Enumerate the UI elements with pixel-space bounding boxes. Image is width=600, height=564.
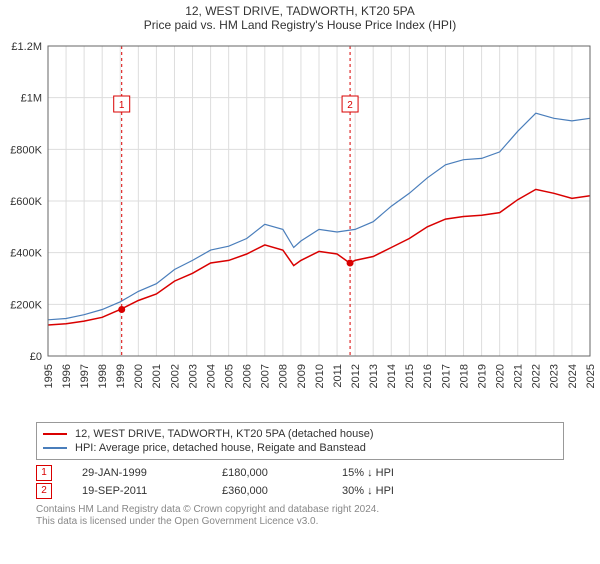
marker-badge: 1	[36, 465, 52, 481]
x-tick-label: 1997	[79, 364, 91, 388]
x-tick-label: 2007	[260, 364, 272, 388]
marker-row: 1 29-JAN-1999 £180,000 15% ↓ HPI	[36, 464, 564, 482]
x-tick-label: 2004	[205, 364, 217, 388]
legend-label: 12, WEST DRIVE, TADWORTH, KT20 5PA (deta…	[75, 427, 374, 441]
y-tick-label: £400K	[10, 248, 42, 260]
marker-date: 19-SEP-2011	[82, 482, 192, 500]
footer-line: This data is licensed under the Open Gov…	[36, 516, 564, 528]
sale-point	[118, 306, 125, 313]
x-tick-label: 2001	[151, 364, 163, 388]
chart-title: 12, WEST DRIVE, TADWORTH, KT20 5PA	[0, 4, 600, 18]
x-tick-label: 2019	[476, 364, 488, 388]
attribution-footer: Contains HM Land Registry data © Crown c…	[36, 504, 564, 528]
x-tick-label: 2013	[368, 364, 380, 388]
legend: 12, WEST DRIVE, TADWORTH, KT20 5PA (deta…	[36, 422, 564, 460]
x-tick-label: 2016	[422, 364, 434, 388]
x-tick-label: 2000	[133, 364, 145, 388]
legend-swatch	[43, 433, 67, 435]
x-tick-label: 2008	[278, 364, 290, 388]
x-tick-label: 2022	[531, 364, 543, 388]
y-tick-label: £800K	[10, 144, 42, 156]
x-tick-label: 2017	[440, 364, 452, 388]
chart-container: £0 £200K £400K £600K £800K £1M £1.2M 1995 1996 19…	[0, 36, 600, 416]
marker-row: 2 19-SEP-2011 £360,000 30% ↓ HPI	[36, 482, 564, 500]
marker-price: £180,000	[222, 464, 312, 482]
price-chart: £0 £200K £400K £600K £800K £1M £1.2M 1995 1996 19…	[0, 36, 600, 416]
chart-subtitle: Price paid vs. HM Land Registry's House …	[0, 18, 600, 32]
x-tick-label: 1999	[115, 364, 127, 388]
x-tick-label: 2018	[458, 364, 470, 388]
legend-label: HPI: Average price, detached house, Reig…	[75, 441, 366, 455]
y-tick-label: £1.2M	[11, 41, 42, 53]
x-tick-label: 2021	[513, 364, 525, 388]
x-tick-label: 2025	[585, 364, 597, 388]
y-tick-label: £200K	[10, 299, 42, 311]
marker-price: £360,000	[222, 482, 312, 500]
x-tick-label: 2023	[549, 364, 561, 388]
marker-delta: 15% ↓ HPI	[342, 464, 394, 482]
legend-item: HPI: Average price, detached house, Reig…	[43, 441, 557, 455]
sale-markers: 1 29-JAN-1999 £180,000 15% ↓ HPI 2 19-SEP-201…	[36, 464, 564, 500]
x-tick-label: 2012	[350, 364, 362, 388]
y-tick-label: £0	[30, 351, 42, 363]
marker-badge: 2	[36, 483, 52, 499]
x-tick-label: 2005	[224, 364, 236, 388]
x-tick-label: 2003	[187, 364, 199, 388]
x-tick-label: 2002	[169, 364, 181, 388]
marker-delta: 30% ↓ HPI	[342, 482, 394, 500]
y-tick-label: £1M	[21, 93, 42, 105]
svg-text:1: 1	[119, 100, 125, 111]
x-tick-label: 1996	[61, 364, 73, 388]
x-tick-label: 2010	[314, 364, 326, 388]
x-tick-label: 1995	[43, 364, 55, 388]
x-tick-label: 2009	[296, 364, 308, 388]
svg-text:2: 2	[347, 100, 353, 111]
x-tick-label: 2011	[332, 364, 344, 388]
sale-point	[347, 260, 354, 267]
legend-item: 12, WEST DRIVE, TADWORTH, KT20 5PA (deta…	[43, 427, 557, 441]
y-tick-label: £600K	[10, 196, 42, 208]
x-tick-label: 2020	[495, 364, 507, 388]
x-tick-label: 1998	[97, 364, 109, 388]
x-tick-label: 2006	[242, 364, 254, 388]
legend-swatch	[43, 447, 67, 449]
marker-date: 29-JAN-1999	[82, 464, 192, 482]
x-tick-label: 2024	[567, 364, 579, 388]
footer-line: Contains HM Land Registry data © Crown c…	[36, 504, 564, 516]
x-tick-label: 2015	[404, 364, 416, 388]
x-tick-label: 2014	[386, 364, 398, 388]
